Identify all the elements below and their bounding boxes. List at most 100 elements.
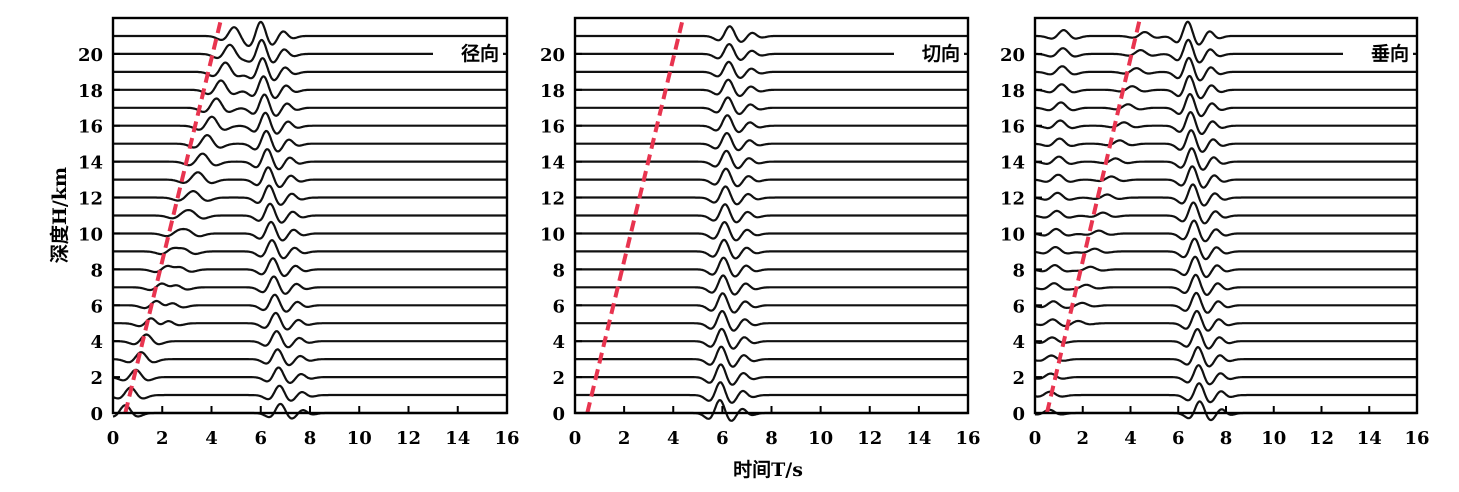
y-tick-label: 18 — [78, 81, 103, 102]
y-tick-label: 8 — [1012, 260, 1025, 281]
waveform-trace — [1034, 74, 1418, 100]
y-tick-label: 4 — [1012, 332, 1025, 353]
x-tick-label: 8 — [765, 428, 778, 449]
waveform-trace — [574, 345, 969, 368]
waveform-trace — [1034, 273, 1418, 296]
waveform-trace — [112, 184, 508, 206]
y-tick-label: 20 — [540, 45, 565, 66]
waveform-trace — [574, 114, 969, 134]
panel-1: 径向 0 2 4 6 8 10 12 14 16 0 2 4 6 8 10 12 14 16 18 20 — [78, 16, 520, 449]
waveform-trace — [1034, 183, 1418, 207]
x-tick-label: 2 — [156, 428, 169, 449]
waveform-trace — [112, 202, 508, 224]
waveform-trace — [1034, 237, 1418, 261]
waveform-trace — [574, 25, 969, 43]
x-tick-label: 10 — [1261, 428, 1286, 449]
y-tick-label: 14 — [78, 153, 103, 174]
y-tick-label: 10 — [540, 224, 565, 245]
y-tick-label: 2 — [552, 368, 565, 389]
x-tick-label: 2 — [1076, 428, 1089, 449]
waveform-trace — [574, 132, 969, 152]
waveform-trace — [1034, 309, 1418, 332]
y-tick-label: 2 — [90, 368, 103, 389]
y-tick-label: 0 — [1012, 404, 1025, 425]
y-tick-label: 0 — [552, 404, 565, 425]
x-tick-label: 4 — [667, 428, 680, 449]
y-tick-label: 8 — [90, 260, 103, 281]
waveform-trace — [574, 96, 969, 116]
panel-2: 切向 0 2 4 6 8 10 12 14 16 0 2 4 6 8 10 12 14 16 18 20 — [540, 16, 981, 449]
x-tick-label: 0 — [107, 428, 120, 449]
waveform-trace — [574, 185, 969, 206]
waveform-trace — [112, 20, 508, 47]
waveform-trace — [1034, 291, 1418, 314]
y-tick-label: 16 — [1000, 117, 1025, 138]
waveform-trace — [574, 310, 969, 332]
waveform-trace — [112, 129, 508, 153]
waveform-trace — [112, 93, 508, 117]
waveform-trace — [112, 384, 508, 402]
x-tick-label: 0 — [1029, 428, 1042, 449]
y-tick-label: 12 — [540, 189, 565, 210]
waveform-trace — [574, 203, 969, 224]
waveform-trace — [112, 257, 508, 278]
y-tick-label: 10 — [78, 224, 103, 245]
waveform-trace — [112, 275, 508, 295]
waveform-trace — [112, 148, 508, 171]
waveform-trace — [112, 293, 508, 313]
panel-label-background — [1343, 38, 1413, 66]
x-tick-label: 16 — [955, 428, 980, 449]
waveform-trace — [112, 330, 508, 349]
waveform-trace — [1034, 364, 1418, 386]
x-tick-label: 14 — [906, 428, 931, 449]
x-tick-label: 12 — [396, 428, 421, 449]
panel-label: 径向 — [461, 42, 499, 65]
y-tick-label: 14 — [1000, 153, 1025, 174]
x-tick-label: 8 — [304, 428, 317, 449]
waveform-trace — [574, 78, 969, 98]
waveform-trace — [112, 111, 508, 135]
x-tick-label: 10 — [347, 428, 372, 449]
waveform-trace — [574, 256, 969, 278]
waveform-trace — [112, 348, 508, 367]
y-tick-label: 4 — [90, 332, 103, 353]
waveform-trace — [1034, 111, 1418, 135]
x-tick-label: 16 — [494, 428, 519, 449]
y-tick-label: 12 — [1000, 189, 1025, 210]
waveform-trace — [574, 60, 969, 79]
waveform-trace — [574, 292, 969, 314]
panel-3: 垂向 0 2 4 6 8 10 12 14 16 0 2 4 6 8 10 12 14 16 18 20 — [1000, 16, 1430, 449]
waveform-trace — [1034, 346, 1418, 368]
y-tick-label: 4 — [552, 332, 565, 353]
x-tick-label: 8 — [1220, 428, 1233, 449]
x-tick-label: 14 — [1357, 428, 1382, 449]
x-tick-label: 6 — [716, 428, 729, 449]
waveform-trace — [112, 220, 508, 242]
waveform-trace — [1034, 328, 1418, 350]
y-tick-label: 18 — [540, 81, 565, 102]
x-tick-label: 2 — [618, 428, 631, 449]
waveform-trace — [1034, 201, 1418, 225]
waveform-trace — [1034, 129, 1418, 153]
x-tick-label: 6 — [254, 428, 267, 449]
y-tick-label: 6 — [552, 296, 565, 317]
x-tick-label: 10 — [808, 428, 833, 449]
waveform-trace — [1034, 382, 1418, 404]
waveform-trace — [574, 327, 969, 350]
waveform-trace — [112, 166, 508, 189]
panel-label-background — [433, 38, 503, 66]
waveform-trace — [1034, 165, 1418, 189]
y-tick-label: 16 — [540, 117, 565, 138]
y-tick-label: 6 — [1012, 296, 1025, 317]
waveform-trace — [574, 149, 969, 170]
waveform-trace — [112, 311, 508, 331]
y-tick-label: 6 — [90, 296, 103, 317]
x-tick-label: 4 — [205, 428, 218, 449]
waveform-trace — [112, 57, 508, 82]
waveform-trace — [574, 274, 969, 296]
waveform-trace — [1034, 93, 1418, 118]
panel-label-background — [894, 38, 964, 66]
x-tick-label: 4 — [1124, 428, 1137, 449]
y-tick-label: 10 — [1000, 224, 1025, 245]
